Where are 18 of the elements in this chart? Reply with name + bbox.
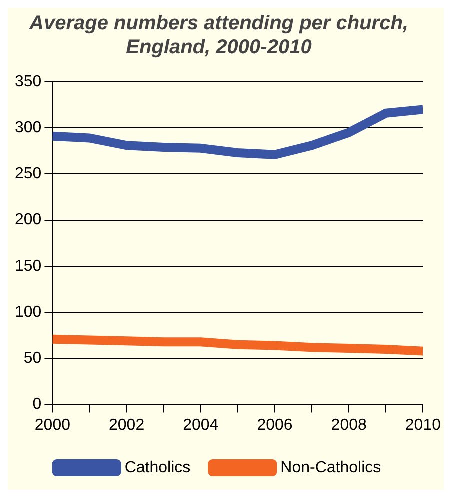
y-tick-label: 350 — [14, 73, 42, 90]
y-tick-label: 150 — [14, 258, 42, 275]
x-tick-label: 2006 — [257, 416, 293, 434]
x-tick-label: 2000 — [34, 416, 71, 434]
text: England, 2000-2010 — [126, 36, 312, 59]
x-tick-label: 2008 — [331, 416, 367, 434]
y-tick-label: 50 — [24, 350, 42, 368]
legend-label: Non-Catholics — [280, 459, 382, 476]
y-tick-label: 250 — [14, 166, 42, 183]
x-tick-label: 2010 — [405, 416, 442, 434]
y-tick-label: 0 — [32, 396, 42, 414]
text: Average numbers attending per church, — [30, 12, 408, 35]
y-tick-label: 200 — [14, 212, 42, 229]
x-tick-label: 2002 — [109, 416, 145, 434]
x-tick-label: 2004 — [183, 416, 219, 434]
y-tick-label: 300 — [14, 120, 42, 137]
y-tick-label: 100 — [14, 304, 42, 321]
legend-label: Catholics — [124, 459, 191, 476]
